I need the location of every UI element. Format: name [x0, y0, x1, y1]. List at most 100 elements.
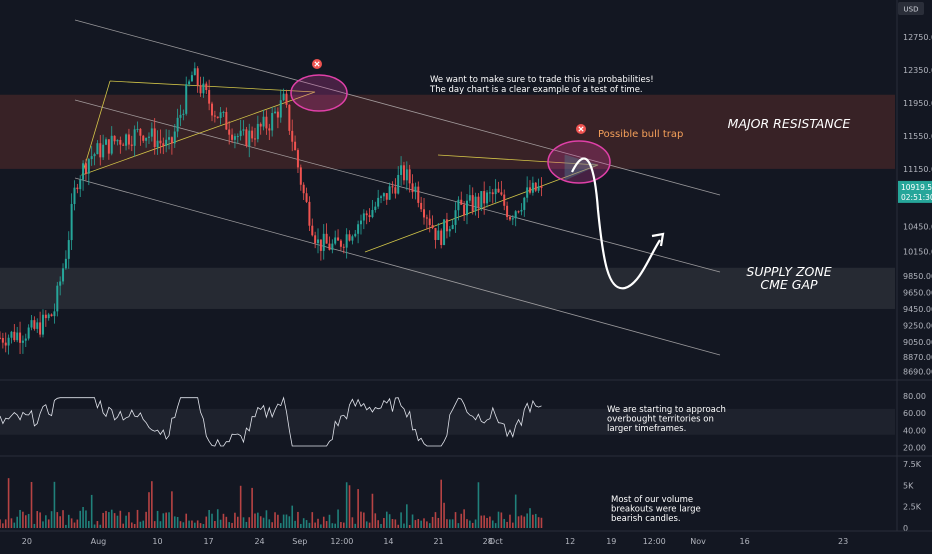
volume-bar [239, 485, 242, 528]
volume-bar [446, 519, 448, 528]
candle-body [170, 137, 173, 144]
projection-arrow-head-icon [651, 232, 665, 247]
candle-body [319, 239, 322, 251]
volume-bar [271, 522, 273, 528]
volume-bar [334, 523, 336, 528]
volume-bar [42, 521, 44, 528]
volume-bar [248, 517, 251, 528]
volume-bar [291, 505, 294, 528]
time-tick-label: 17 [203, 537, 213, 546]
volume-bar [262, 517, 265, 528]
volume-bar [142, 520, 145, 528]
volume-tick-label: 0 [903, 524, 908, 533]
currency-badge [898, 2, 924, 15]
candle-body [19, 332, 22, 343]
candle-body [359, 220, 362, 225]
candle-body [291, 130, 294, 142]
candle-body [526, 187, 529, 198]
volume-bar [259, 516, 262, 528]
candle-body [56, 285, 59, 312]
volume-bar [274, 512, 276, 528]
candle-body [202, 83, 205, 94]
candle-body [328, 243, 331, 250]
volume-bar [151, 481, 153, 528]
candle-body [13, 331, 16, 341]
volume-bar [448, 519, 451, 528]
volume-bar [328, 514, 331, 528]
volume-bar [380, 523, 382, 528]
candle-body [96, 143, 99, 155]
candle-body [199, 85, 202, 94]
volume-bar [119, 510, 122, 528]
candle-body [99, 143, 102, 158]
candle-body [30, 320, 33, 328]
volume-bar [13, 522, 16, 528]
volume-bar [517, 516, 520, 528]
time-tick-label: 12:00 [330, 537, 353, 546]
candle-body [506, 205, 509, 218]
candle-body [93, 154, 96, 157]
volume-bar [371, 493, 374, 528]
volume-bar [79, 510, 82, 528]
candle-body [471, 195, 474, 212]
candle-body [279, 100, 282, 118]
volume-bar [374, 513, 377, 528]
candle-body [463, 204, 466, 216]
candle-body [285, 93, 288, 105]
candle-body [288, 104, 291, 131]
candle-body [351, 236, 354, 241]
projection-arrow-path [571, 157, 661, 290]
volume-bar [483, 515, 485, 528]
volume-bar [317, 518, 319, 528]
supply-zone [0, 267, 895, 309]
volume-bar [216, 509, 219, 528]
candle-body [176, 117, 179, 132]
volume-bar [277, 514, 279, 528]
volume-bar [211, 513, 213, 528]
candle-body [368, 215, 371, 218]
candle-body [523, 197, 526, 210]
volume-bar [523, 516, 526, 528]
candle-body [317, 239, 320, 244]
volume-bar [268, 519, 271, 528]
price-tick-label: 8870.00 [903, 353, 932, 362]
volume-bar [342, 522, 345, 528]
candle-body [262, 116, 265, 127]
price-tick-label: 10150.00 [903, 247, 932, 256]
volume-bar [179, 521, 182, 528]
volume-bar [85, 510, 87, 528]
candle-body [142, 135, 145, 141]
volume-bar [288, 516, 291, 528]
volume-bar [96, 521, 99, 528]
annotations-layer: We want to make sure to trade this via p… [290, 59, 850, 292]
volume-bar [33, 523, 36, 528]
volume-bar [385, 511, 388, 528]
rsi-tick-label: 80.00 [903, 392, 926, 401]
time-tick-label: 23 [838, 537, 848, 546]
time-tick-label: 10 [152, 537, 162, 546]
volume-bar [420, 520, 422, 528]
volume-note-line-1: Most of our volume [611, 495, 693, 505]
candle-body [514, 211, 517, 219]
candle-body [402, 165, 405, 181]
price-tick-label: 9650.00 [903, 288, 932, 297]
currency-label: USD [904, 6, 919, 14]
candle-body [282, 93, 285, 101]
candle-body [434, 228, 437, 240]
volume-bar [537, 517, 540, 528]
candle-body [474, 196, 477, 212]
volume-bar [168, 512, 170, 528]
candle-body [216, 116, 219, 119]
volume-bar [39, 512, 41, 528]
volume-bar [305, 520, 308, 528]
candle-body [251, 130, 254, 139]
candle-body [529, 187, 532, 193]
candle-body [322, 233, 325, 251]
volume-bar [110, 509, 113, 528]
candle-body [408, 169, 411, 184]
price-tick-label: 12350.00 [903, 66, 932, 75]
candle-body [334, 237, 337, 244]
volume-bar [428, 523, 431, 528]
